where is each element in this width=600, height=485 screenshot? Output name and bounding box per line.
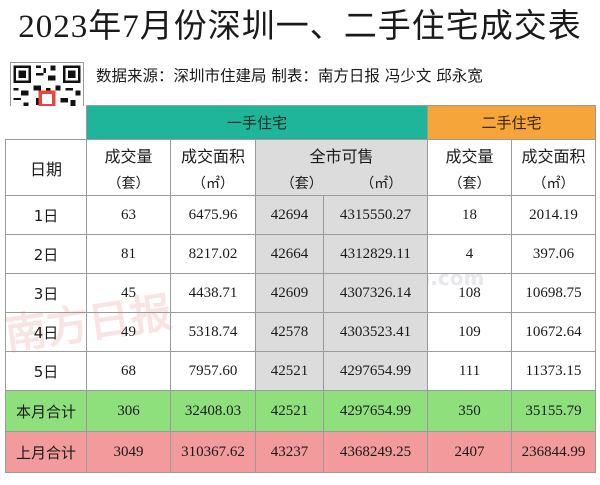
total-sh-area: 35155.79	[511, 390, 597, 432]
total-area: 32408.03	[170, 390, 256, 432]
cell-volume: 49	[86, 312, 171, 352]
cell-date: 5日	[5, 351, 87, 391]
transaction-table: 一手住宅 二手住宅 日期 成交量 （套） 成交面积 （㎡） 全市可售 （套） （㎡）…	[5, 105, 597, 473]
group-header-second-hand: 二手住宅	[427, 105, 597, 140]
total-avail-area: 4297654.99	[322, 390, 429, 432]
cell-date: 3日	[5, 273, 87, 313]
cell-volume: 45	[86, 273, 171, 313]
total-sh-volume: 350	[427, 390, 513, 432]
table-row: 3日 45 4438.71 42609 4307326.14 108 10698…	[5, 273, 597, 313]
cell-volume: 68	[86, 351, 171, 391]
total-area: 310367.62	[170, 431, 256, 473]
cell-avail-area: 4303523.41	[322, 312, 429, 352]
cell-avail-units: 42609	[255, 273, 324, 313]
cell-sh-volume: 111	[427, 351, 513, 391]
cell-avail-area: 4312829.11	[322, 234, 429, 274]
cell-area: 5318.74	[170, 312, 256, 352]
cell-avail-units: 42578	[255, 312, 324, 352]
cell-sh-area: 10672.64	[511, 312, 597, 352]
total-avail-units: 42521	[255, 390, 324, 432]
table-row: 4日 49 5318.74 42578 4303523.41 109 10672…	[5, 312, 597, 352]
table-row: 2日 81 8217.02 42664 4312829.11 4 397.06	[5, 234, 597, 274]
table-row: 1日 63 6475.96 42694 4315550.27 18 2014.1…	[5, 195, 597, 235]
cell-date: 4日	[5, 312, 87, 352]
cell-avail-units: 42664	[255, 234, 324, 274]
total-avail-area: 4368249.25	[322, 431, 429, 473]
cell-sh-volume: 4	[427, 234, 513, 274]
cell-avail-area: 4315550.27	[322, 195, 429, 235]
cell-date: 2日	[5, 234, 87, 274]
col-header-volume: 成交量 （套）	[86, 139, 171, 196]
col-header-sh-area: 成交面积 （㎡）	[511, 139, 597, 196]
table-row: 5日 68 7957.60 42521 4297654.99 111 11373…	[5, 351, 597, 391]
cell-sh-area: 397.06	[511, 234, 597, 274]
col-header-available: 全市可售 （套） （㎡）	[254, 139, 429, 196]
col-header-area: 成交面积 （㎡）	[170, 139, 256, 196]
cell-avail-area: 4307326.14	[322, 273, 429, 313]
cell-area: 7957.60	[170, 351, 256, 391]
page-title: 2023年7月份深圳一、二手住宅成交表	[18, 9, 582, 45]
cell-area: 4438.71	[170, 273, 256, 313]
total-row-this-month: 本月合计 306 32408.03 42521 4297654.99 350 3…	[5, 390, 597, 432]
total-volume: 3049	[86, 431, 171, 473]
cell-volume: 81	[86, 234, 171, 274]
col-header-sh-volume: 成交量 （套）	[427, 139, 513, 196]
total-avail-units: 43237	[255, 431, 324, 473]
cell-volume: 63	[86, 195, 171, 235]
group-header-new-home: 一手住宅	[85, 105, 429, 140]
cell-sh-area: 11373.15	[511, 351, 597, 391]
total-label: 上月合计	[5, 431, 87, 473]
cell-sh-area: 10698.75	[511, 273, 597, 313]
cell-sh-volume: 109	[427, 312, 513, 352]
total-sh-area: 236844.99	[511, 431, 597, 473]
total-sh-volume: 2407	[427, 431, 513, 473]
cell-date: 1日	[5, 195, 87, 235]
available-area-unit: （㎡）	[360, 176, 403, 192]
cell-area: 6475.96	[170, 195, 256, 235]
col-header-date: 日期	[5, 139, 87, 196]
total-volume: 306	[86, 390, 171, 432]
cell-avail-units: 42521	[255, 351, 324, 391]
cell-area: 8217.02	[170, 234, 256, 274]
cell-sh-area: 2014.19	[511, 195, 597, 235]
total-row-last-month: 上月合计 3049 310367.62 43237 4368249.25 240…	[5, 431, 597, 473]
data-source-credit: 数据来源：深圳市住建局 制表：南方日报 冯少文 邱永宽	[96, 67, 483, 85]
total-label: 本月合计	[5, 390, 87, 432]
cell-avail-units: 42694	[255, 195, 324, 235]
cell-avail-area: 4297654.99	[322, 351, 429, 391]
cell-sh-volume: 18	[427, 195, 513, 235]
available-units-unit: （套）	[280, 176, 323, 192]
header-spacer	[5, 105, 87, 140]
cell-sh-volume: 108	[427, 273, 513, 313]
